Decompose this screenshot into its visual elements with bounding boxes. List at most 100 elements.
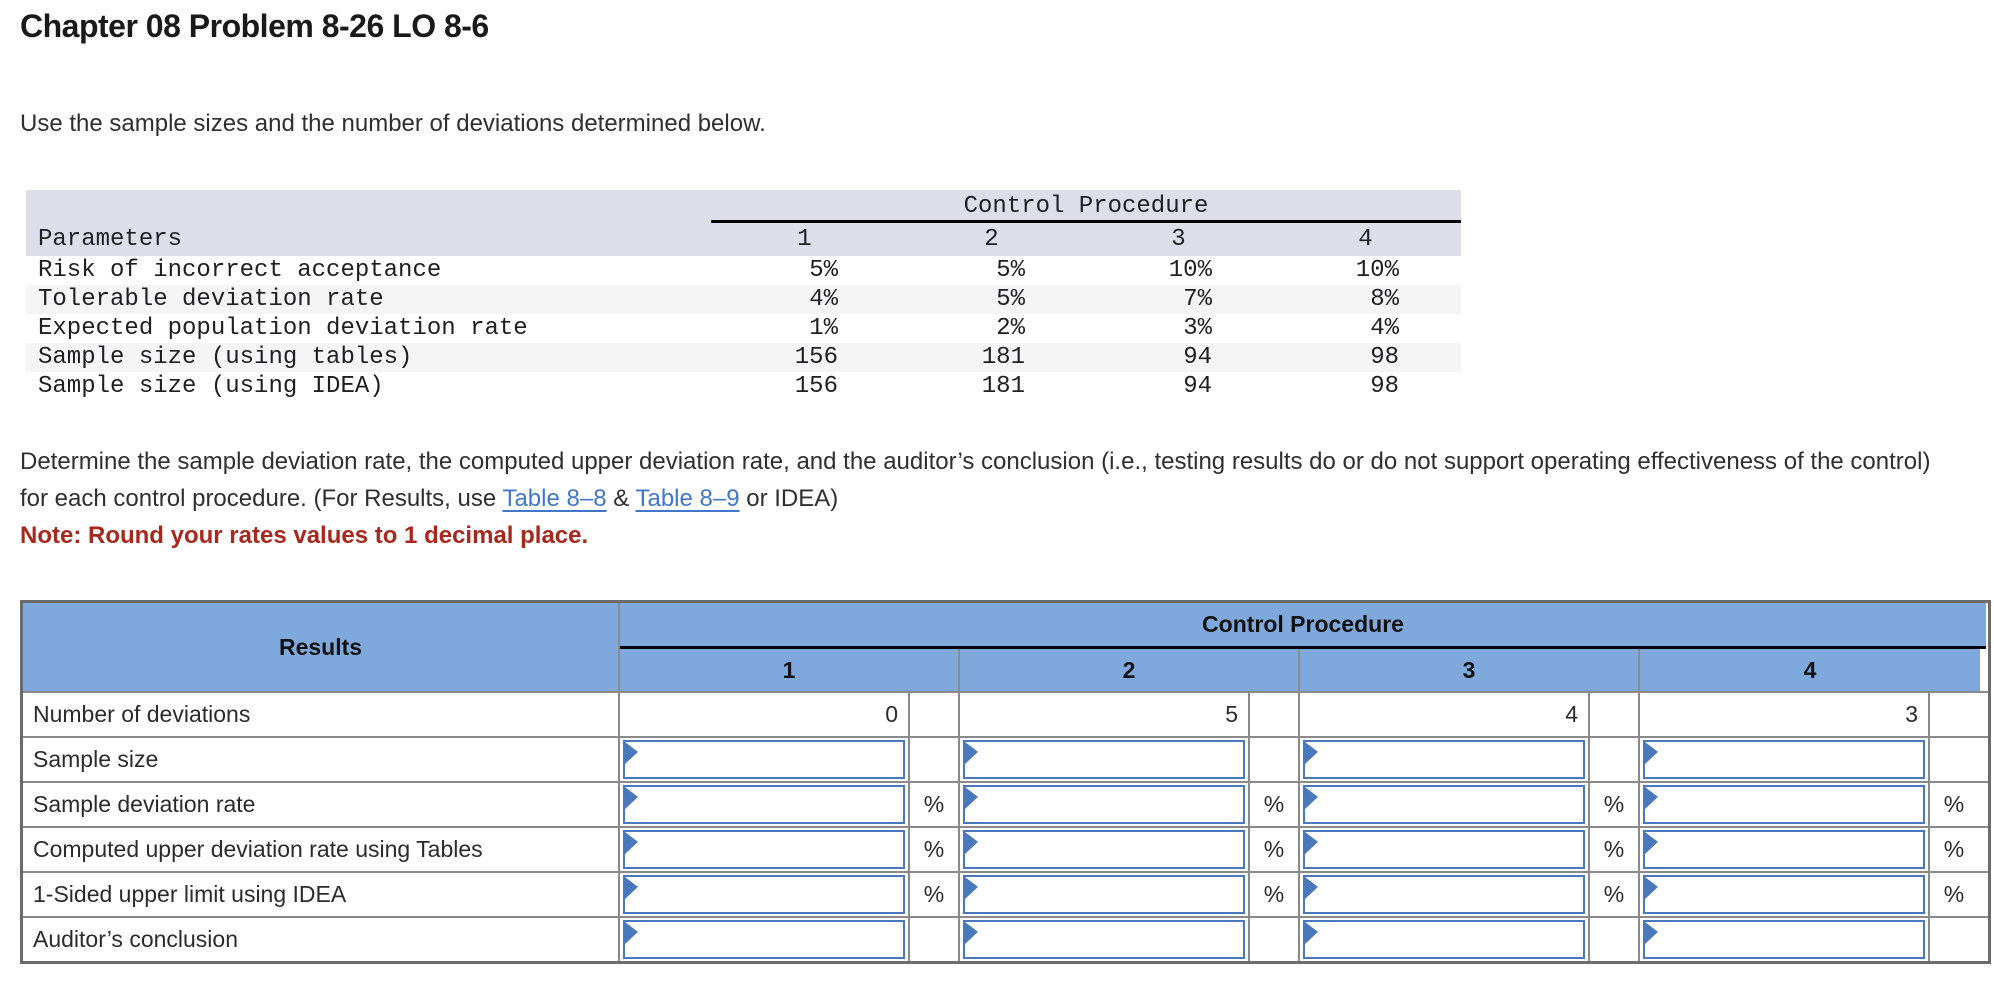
results-cell (1640, 783, 1930, 826)
params-row: Expected population deviation rate 1% 2% 3%… (26, 314, 1461, 343)
answer-input[interactable] (639, 742, 901, 777)
suffix-cell (1930, 693, 1978, 736)
answer-input[interactable] (639, 877, 901, 912)
answer-input-box[interactable] (623, 920, 905, 959)
answer-input[interactable] (639, 787, 901, 822)
params-row-label: Sample size (using tables) (38, 344, 413, 371)
results-cell (1640, 918, 1930, 961)
answer-input-box[interactable] (963, 740, 1245, 779)
suffix-cell (1930, 918, 1978, 961)
answer-input[interactable] (1659, 922, 1921, 957)
params-row-label: Sample size (using IDEA) (38, 373, 384, 400)
suffix-cell: % (1250, 783, 1300, 826)
results-cell (1300, 918, 1590, 961)
answer-input-box[interactable] (1303, 740, 1585, 779)
results-group-header: Control Procedure (620, 603, 1986, 646)
answer-input-box[interactable] (963, 785, 1245, 824)
params-value: 8% (1370, 286, 1399, 313)
params-col-header: 3 (1171, 226, 1186, 253)
suffix-cell: % (910, 783, 960, 826)
answer-input[interactable] (639, 832, 901, 867)
results-cell (1300, 738, 1590, 781)
answer-input-box[interactable] (1303, 785, 1585, 824)
input-flag-icon (1645, 832, 1658, 854)
table-8-8-link[interactable]: Table 8–8 (502, 485, 607, 512)
answer-input-box[interactable] (1303, 830, 1585, 869)
input-flag-icon (1305, 877, 1318, 899)
answer-input[interactable] (1319, 832, 1581, 867)
params-value: 181 (981, 373, 1025, 400)
results-cell (960, 873, 1250, 916)
results-static-value: 3 (1640, 693, 1930, 736)
results-row: Auditor’s conclusion (23, 916, 1988, 961)
table-8-9-link[interactable]: Table 8–9 (635, 485, 740, 512)
results-cell (1300, 783, 1590, 826)
answer-input-box[interactable] (623, 740, 905, 779)
results-cell (620, 873, 910, 916)
results-row: 1-Sided upper limit using IDEA%%%% (23, 871, 1988, 916)
suffix-cell: % (1943, 881, 1965, 907)
params-value: 5% (809, 257, 838, 284)
input-flag-icon (965, 877, 978, 899)
answer-input-box[interactable] (1643, 785, 1925, 824)
params-row: Sample size (using tables) 156 181 94 98 (26, 343, 1461, 372)
params-value: 1% (809, 315, 838, 342)
answer-input-box[interactable] (1643, 740, 1925, 779)
input-flag-icon (1645, 877, 1658, 899)
params-header-underline (711, 220, 1461, 223)
answer-input[interactable] (1659, 742, 1921, 777)
answer-input[interactable] (639, 922, 901, 957)
suffix-cell: % (1590, 783, 1640, 826)
parameters-table-header: Control Procedure Parameters 1 2 3 4 (26, 190, 1461, 256)
input-flag-icon (1305, 832, 1318, 854)
answer-input[interactable] (979, 877, 1241, 912)
params-value: 4% (809, 286, 838, 313)
results-col-header: 1 (620, 649, 960, 691)
answer-input-box[interactable] (963, 920, 1245, 959)
params-row: Tolerable deviation rate 4% 5% 7% 8% (26, 285, 1461, 314)
answer-input[interactable] (1319, 787, 1581, 822)
results-cell (1300, 873, 1590, 916)
params-col-header: 2 (984, 226, 999, 253)
answer-input[interactable] (1659, 832, 1921, 867)
suffix-cell (910, 693, 960, 736)
input-flag-icon (965, 787, 978, 809)
answer-input-box[interactable] (623, 875, 905, 914)
answer-input-box[interactable] (1303, 920, 1585, 959)
answer-input[interactable] (1319, 742, 1581, 777)
results-col-header: 3 (1300, 649, 1640, 691)
answer-input-box[interactable] (623, 830, 905, 869)
answer-input-box[interactable] (1643, 830, 1925, 869)
suffix-cell: % (1590, 828, 1640, 871)
suffix-cell (1590, 918, 1640, 961)
suffix-cell: % (910, 873, 960, 916)
answer-input[interactable] (1659, 787, 1921, 822)
results-cell (620, 738, 910, 781)
answer-input-box[interactable] (623, 785, 905, 824)
params-value: 3% (1183, 315, 1212, 342)
answer-input-box[interactable] (1643, 875, 1925, 914)
answer-input[interactable] (979, 922, 1241, 957)
params-col-header: 1 (797, 226, 812, 253)
params-value: 10% (1355, 257, 1399, 284)
suffix-cell (1250, 738, 1300, 781)
answer-input[interactable] (979, 832, 1241, 867)
params-value: 181 (981, 344, 1025, 371)
params-row-label: Tolerable deviation rate (38, 286, 384, 313)
answer-input[interactable] (1319, 877, 1581, 912)
answer-input[interactable] (979, 742, 1241, 777)
input-flag-icon (965, 922, 978, 944)
answer-input-box[interactable] (1303, 875, 1585, 914)
input-flag-icon (965, 832, 978, 854)
results-cell (960, 783, 1250, 826)
answer-input[interactable] (979, 787, 1241, 822)
parameters-table: Control Procedure Parameters 1 2 3 4 Risk o… (26, 190, 1461, 401)
answer-input-box[interactable] (1643, 920, 1925, 959)
results-cell (1300, 828, 1590, 871)
answer-input-box[interactable] (963, 875, 1245, 914)
answer-input[interactable] (1319, 922, 1581, 957)
answer-input-box[interactable] (963, 830, 1245, 869)
answer-input[interactable] (1659, 877, 1921, 912)
input-flag-icon (625, 877, 638, 899)
